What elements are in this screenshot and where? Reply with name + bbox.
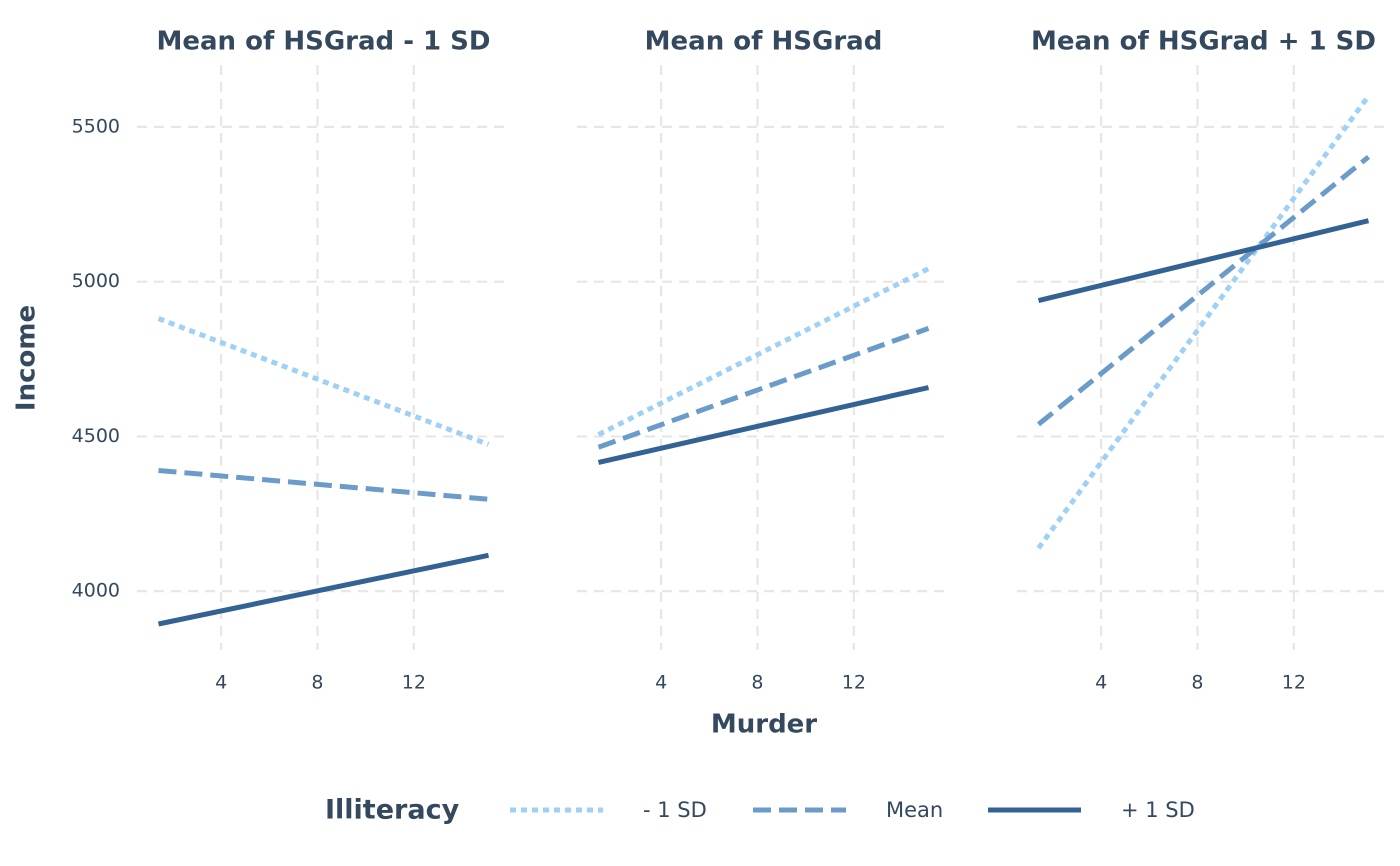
y-tick-label: 5500: [72, 115, 120, 137]
legend-label: Mean: [886, 798, 943, 822]
line-series: [597, 326, 930, 450]
panel-title-group: Mean of HSGrad: [645, 27, 883, 57]
line-series: [158, 467, 489, 502]
line-series: [157, 316, 490, 447]
line-series: [157, 552, 490, 627]
x-tick-label: 12: [402, 672, 426, 694]
y-tick-label: 5000: [72, 270, 120, 292]
line-series: [597, 385, 930, 465]
legend-label: + 1 SD: [1121, 798, 1195, 822]
x-tick-label: 4: [1095, 672, 1107, 694]
panel-title: Mean of HSGrad - 1 SD: [157, 27, 491, 57]
y-tick-label: 4500: [72, 425, 120, 447]
line-series: [1036, 154, 1371, 427]
panel-title: Mean of HSGrad + 1 SD: [1031, 27, 1376, 57]
line-series: [1037, 218, 1370, 303]
legend-title: Illiteracy: [325, 795, 460, 826]
y-tick-label: 4000: [72, 580, 120, 602]
x-axis-label: Murder: [711, 710, 817, 740]
x-tick-label: 8: [751, 672, 763, 694]
x-tick-label: 8: [311, 672, 323, 694]
line-series: [1036, 94, 1371, 550]
line-series: [597, 266, 930, 437]
legend-label: - 1 SD: [643, 798, 707, 822]
x-tick-label: 12: [1282, 672, 1306, 694]
x-tick-label: 8: [1191, 672, 1203, 694]
x-tick-label: 4: [215, 672, 227, 694]
x-tick-label: 4: [655, 672, 667, 694]
x-tick-label: 12: [842, 672, 866, 694]
y-axis-label: Income: [12, 305, 42, 411]
panel-title-group: Mean of HSGrad + 1 SD: [1031, 27, 1376, 57]
panel-title: Mean of HSGrad: [645, 27, 883, 57]
panel-title-group: Mean of HSGrad - 1 SD: [157, 27, 491, 57]
